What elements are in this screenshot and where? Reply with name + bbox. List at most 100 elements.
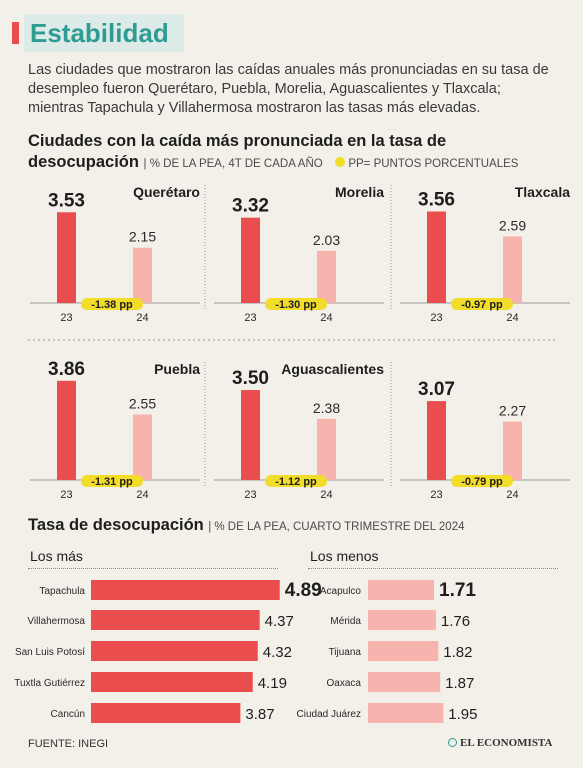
year-tick-label: 23 (430, 312, 442, 324)
pp-pill (451, 298, 513, 310)
hbar (368, 610, 436, 630)
value-label-2024: 2.27 (499, 403, 526, 419)
bar-2023 (241, 217, 260, 303)
bar-2024 (503, 421, 522, 480)
pp-change-label: -0.79 pp (461, 476, 503, 488)
left-column-heading: Los más (30, 548, 83, 564)
brand-logo: EL ECONOMISTA (448, 737, 552, 749)
hbar (368, 580, 435, 600)
city-label: San Luis Potosí (15, 647, 85, 658)
bar-2023 (427, 211, 446, 303)
value-label-2023: 3.86 (48, 359, 85, 380)
year-tick-label: 23 (430, 489, 442, 501)
section1-note: | % DE LA PEA, 4T DE CADA AÑO (143, 158, 323, 170)
value-label-2023: 3.32 (232, 196, 269, 217)
city-label: Ciudad Juárez (297, 709, 361, 720)
bar-2024 (133, 247, 152, 303)
hbar (368, 703, 444, 723)
city-label: Oaxaca (327, 678, 362, 689)
hbar-value-label: 4.19 (258, 675, 287, 692)
right-column-heading: Los menos (310, 548, 379, 564)
city-label: Acapulco (320, 586, 362, 597)
hbar (91, 672, 253, 692)
city-title: Puebla (154, 361, 200, 377)
bar-2023 (57, 212, 76, 303)
bar-2024 (317, 418, 336, 480)
section1-title-line2: desocupación (28, 153, 139, 171)
year-tick-label: 24 (136, 489, 148, 501)
year-tick-label: 24 (506, 312, 518, 324)
bar-2023 (427, 401, 446, 480)
pp-change-label: -1.38 pp (91, 299, 133, 311)
city-title: Aguascalientes (281, 361, 384, 377)
pp-change-label: -1.12 pp (275, 476, 317, 488)
hbar (91, 580, 280, 600)
city-label: Tijuana (329, 647, 362, 658)
section2-title: Tasa de desocupación (28, 516, 204, 534)
pp-change-label: -1.30 pp (275, 299, 317, 311)
value-label-2023: 3.53 (48, 190, 85, 211)
year-tick-label: 23 (60, 312, 72, 324)
hbar-value-label: 4.32 (263, 644, 292, 661)
value-label-2024: 2.38 (313, 400, 340, 416)
bar-2024 (503, 236, 522, 303)
hbar-value-label: 1.71 (439, 580, 476, 601)
city-title: Tlaxcala (515, 184, 570, 200)
bar-2023 (241, 390, 260, 480)
hbar-value-label: 1.87 (445, 675, 474, 692)
city-title: Querétaro (133, 184, 200, 200)
brand-name: EL ECONOMISTA (460, 737, 553, 749)
year-tick-label: 23 (244, 312, 256, 324)
value-label-2023: 3.56 (418, 190, 455, 211)
city-label: Mérida (330, 616, 361, 627)
hbar (91, 641, 258, 661)
year-tick-label: 23 (244, 489, 256, 501)
value-label-2024: 2.59 (499, 217, 526, 233)
hbar (368, 672, 441, 692)
section2-note: | % DE LA PEA, CUARTO TRIMESTRE DEL 2024 (208, 521, 465, 533)
value-label-2023: 3.07 (418, 379, 455, 400)
city-title: Morelia (335, 184, 384, 200)
bar-2023 (57, 380, 76, 480)
year-tick-label: 23 (60, 489, 72, 501)
header-title-box (24, 14, 184, 52)
section1-subtitle: desocupación | % DE LA PEA, 4T DE CADA A… (28, 152, 568, 174)
header-accent-bar (12, 22, 19, 44)
city-label: Villahermosa (27, 616, 85, 627)
pp-legend-dot-icon (335, 157, 346, 167)
right-column-divider (308, 568, 558, 569)
globe-icon (448, 738, 457, 747)
section1-legend: PP= PUNTOS PORCENTUALES (348, 158, 519, 170)
hbar (91, 703, 241, 723)
left-column-divider (28, 568, 278, 569)
year-tick-label: 24 (320, 489, 332, 501)
year-tick-label: 24 (136, 312, 148, 324)
pp-change-label: -1.31 pp (91, 476, 133, 488)
hbar (91, 610, 260, 630)
hbar-value-label: 1.82 (443, 644, 472, 661)
value-label-2023: 3.50 (232, 368, 269, 389)
hbar-value-label: 4.89 (285, 580, 322, 601)
source-note: FUENTE: INEGI (28, 738, 109, 750)
header: Estabilidad (0, 14, 200, 52)
section1-title: Ciudades con la caída más pronunciada en… (28, 132, 447, 150)
city-label: Cancún (51, 709, 85, 720)
section2-title-row: Tasa de desocupación | % DE LA PEA, CUAR… (28, 516, 568, 535)
pp-pill (265, 475, 327, 487)
bar-2024 (133, 414, 152, 480)
hbar-value-label: 3.87 (245, 706, 274, 723)
year-tick-label: 24 (506, 489, 518, 501)
value-label-2024: 2.55 (129, 395, 156, 411)
pp-pill (451, 475, 513, 487)
hbar-value-label: 1.76 (441, 613, 470, 630)
bar-2024 (317, 250, 336, 303)
value-label-2024: 2.03 (313, 232, 340, 248)
pp-pill (81, 298, 143, 310)
page-title: Estabilidad (30, 18, 169, 48)
pp-change-label: -0.97 pp (461, 299, 503, 311)
intro-text: Las ciudades que mostraron las caídas an… (28, 62, 549, 116)
hbar-value-label: 4.37 (265, 613, 294, 630)
hbar-value-label: 1.95 (448, 706, 477, 723)
hbar (368, 641, 439, 661)
